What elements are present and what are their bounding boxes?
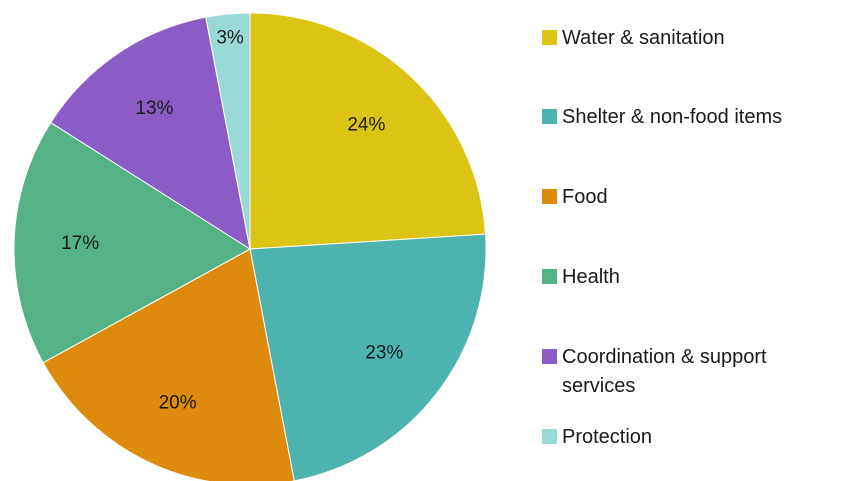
pie-slice-coordination-support-services [50, 16, 251, 251]
legend-swatch [542, 349, 557, 364]
legend-item-water-sanitation: Water & sanitation [542, 24, 838, 53]
pie-slice-protection [205, 12, 251, 250]
pie-slice-water-sanitation [249, 12, 487, 250]
legend-item-shelter-non-food-items: Shelter & non-food items [542, 103, 838, 132]
legend-swatch [542, 30, 557, 45]
pie-slice-food [42, 248, 295, 481]
legend-item-health: Health [542, 263, 838, 292]
legend-item-food: Food [542, 183, 838, 212]
legend-label: Food [562, 186, 608, 208]
pie-slices [13, 12, 487, 481]
pie-label-water-sanitation: 24% [347, 115, 385, 136]
legend-swatch [542, 109, 557, 124]
pie-slice-shelter-non-food-items [249, 233, 487, 481]
pie-slice-health [13, 121, 251, 364]
pie-percent-labels: 24% 23% 20% 17% 13% 3% [61, 27, 403, 413]
legend-swatch [542, 269, 557, 284]
legend-swatch [542, 429, 557, 444]
pie-label-protection: 3% [216, 27, 244, 48]
legend-label: Shelter & non-food items [562, 106, 783, 128]
pie-label-health: 17% [61, 233, 99, 254]
legend-label: Health [562, 266, 620, 288]
legend-item-coordination-support-services: Coordination & support services [542, 343, 838, 401]
legend-label: Water & sanitation [562, 27, 725, 49]
pie-label-food: 20% [159, 392, 197, 413]
legend-label: Protection [562, 426, 653, 448]
pie-label-shelter-non-food-items: 23% [365, 343, 403, 364]
legend-swatch [542, 189, 557, 204]
legend-label: Coordination & support services [562, 346, 767, 397]
legend-item-protection: Protection [542, 423, 838, 452]
pie-label-coordination-support-services: 13% [135, 98, 173, 119]
